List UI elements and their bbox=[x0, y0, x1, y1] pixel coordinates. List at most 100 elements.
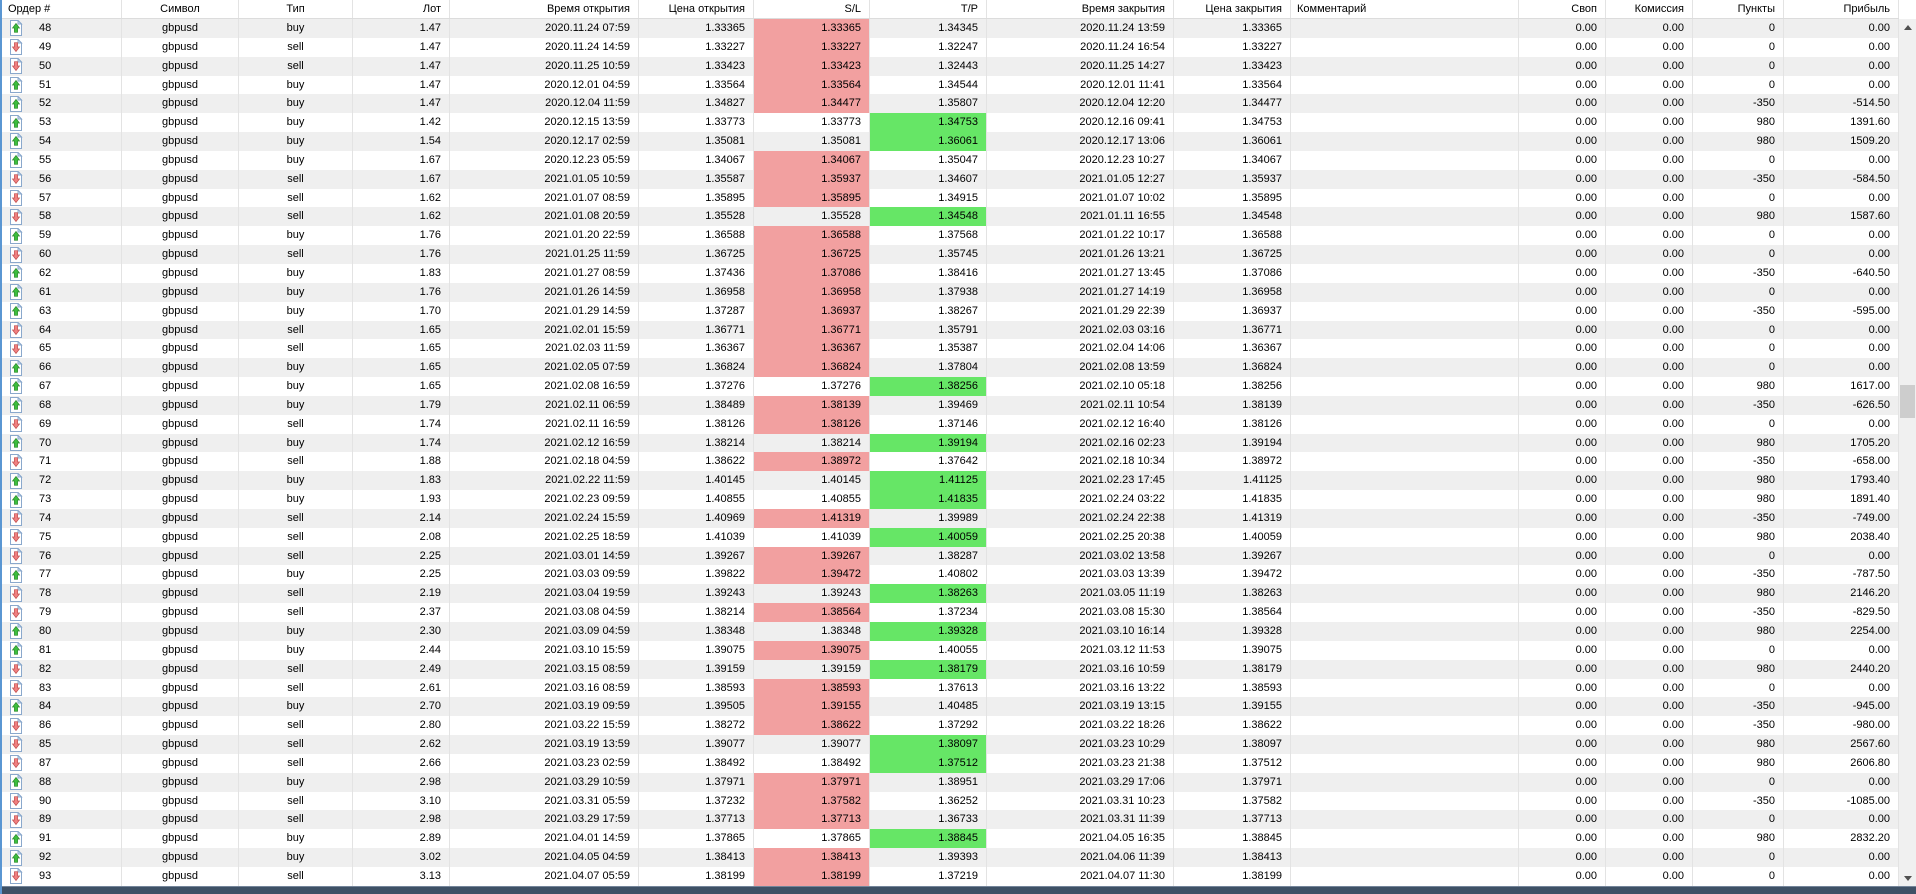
cell-tp: 1.37292 bbox=[870, 716, 987, 736]
table-row[interactable]: 75 gbpusd sell 2.08 2021.02.25 18:59 1.41039 1… bbox=[2, 527, 1899, 547]
cell-order: 49 bbox=[2, 37, 122, 57]
table-row[interactable]: 71 gbpusd sell 1.88 2021.02.18 04:59 1.38622 1… bbox=[2, 452, 1899, 472]
table-row[interactable]: 59 gbpusd buy 1.76 2021.01.20 22:59 1.36588 1.… bbox=[2, 226, 1899, 246]
header-cell-sl[interactable]: S/L bbox=[754, 0, 870, 18]
cell-tp: 1.32443 bbox=[870, 56, 987, 76]
cell-commission: 0.00 bbox=[1606, 603, 1693, 622]
header-cell-type[interactable]: Тип bbox=[239, 0, 353, 18]
table-row[interactable]: 84 gbpusd buy 2.70 2021.03.19 09:59 1.39505 1.… bbox=[2, 697, 1899, 717]
cell-close_time: 2021.03.05 11:19 bbox=[987, 584, 1174, 604]
cell-sl: 1.35528 bbox=[754, 207, 870, 227]
header-cell-comment[interactable]: Комментарий bbox=[1291, 0, 1519, 18]
cell-open_time: 2021.04.05 04:59 bbox=[450, 848, 639, 867]
table-row[interactable]: 54 gbpusd buy 1.54 2020.12.17 02:59 1.35081 1.… bbox=[2, 132, 1899, 151]
table-row[interactable]: 81 gbpusd buy 2.44 2021.03.10 15:59 1.39075 1.… bbox=[2, 640, 1899, 660]
cell-profit: 1891.40 bbox=[1784, 490, 1899, 509]
table-row[interactable]: 89 gbpusd sell 2.98 2021.03.29 17:59 1.37713 1… bbox=[2, 810, 1899, 830]
table-row[interactable]: 55 gbpusd buy 1.67 2020.12.23 05:59 1.34067 1.… bbox=[2, 150, 1899, 170]
table-row[interactable]: 62 gbpusd buy 1.83 2021.01.27 08:59 1.37436 1.… bbox=[2, 263, 1899, 283]
cell-open_time: 2021.03.04 19:59 bbox=[450, 584, 639, 604]
cell-swap: 0.00 bbox=[1519, 75, 1606, 95]
cell-swap: 0.00 bbox=[1519, 358, 1606, 378]
table-row[interactable]: 87 gbpusd sell 2.66 2021.03.23 02:59 1.38492 1… bbox=[2, 753, 1899, 773]
table-row[interactable]: 63 gbpusd buy 1.70 2021.01.29 14:59 1.37287 1.… bbox=[2, 301, 1899, 321]
table-row[interactable]: 57 gbpusd sell 1.62 2021.01.07 08:59 1.35895 1… bbox=[2, 188, 1899, 208]
cell-open_time: 2021.01.07 08:59 bbox=[450, 188, 639, 208]
cell-sl: 1.33227 bbox=[754, 37, 870, 57]
cell-swap: 0.00 bbox=[1519, 94, 1606, 114]
table-row[interactable]: 93 gbpusd sell 3.13 2021.04.07 05:59 1.38199 1… bbox=[2, 866, 1899, 886]
table-row[interactable]: 50 gbpusd sell 1.47 2020.11.25 10:59 1.33423 1… bbox=[2, 56, 1899, 76]
table-row[interactable]: 64 gbpusd sell 1.65 2021.02.01 15:59 1.36771 1… bbox=[2, 320, 1899, 340]
cell-swap: 0.00 bbox=[1519, 56, 1606, 76]
cell-comment bbox=[1291, 622, 1519, 641]
header-cell-points[interactable]: Пункты bbox=[1693, 0, 1784, 18]
table-row[interactable]: 73 gbpusd buy 1.93 2021.02.23 09:59 1.40855 1.… bbox=[2, 490, 1899, 509]
table-row[interactable]: 65 gbpusd sell 1.65 2021.02.03 11:59 1.36367 1… bbox=[2, 339, 1899, 359]
vertical-scrollbar[interactable] bbox=[1899, 0, 1916, 886]
header-cell-order[interactable]: Ордер # bbox=[2, 0, 122, 18]
table-row[interactable]: 77 gbpusd buy 2.25 2021.03.03 09:59 1.39822 1.… bbox=[2, 565, 1899, 585]
header-cell-close_price[interactable]: Цена закрытия bbox=[1174, 0, 1291, 18]
table-row[interactable]: 82 gbpusd sell 2.49 2021.03.15 08:59 1.39159 1… bbox=[2, 659, 1899, 679]
table-row[interactable]: 66 gbpusd buy 1.65 2021.02.05 07:59 1.36824 1.… bbox=[2, 358, 1899, 378]
table-row[interactable]: 70 gbpusd buy 1.74 2021.02.12 16:59 1.38214 1.… bbox=[2, 433, 1899, 453]
table-row[interactable]: 51 gbpusd buy 1.47 2020.12.01 04:59 1.33564 1.… bbox=[2, 75, 1899, 95]
table-row[interactable]: 61 gbpusd buy 1.76 2021.01.26 14:59 1.36958 1.… bbox=[2, 282, 1899, 302]
table-row[interactable]: 88 gbpusd buy 2.98 2021.03.29 10:59 1.37971 1.… bbox=[2, 772, 1899, 792]
table-row[interactable]: 52 gbpusd buy 1.47 2020.12.04 11:59 1.34827 1.… bbox=[2, 94, 1899, 114]
cell-open_time: 2021.03.15 08:59 bbox=[450, 659, 639, 679]
header-cell-lot[interactable]: Лот bbox=[353, 0, 450, 18]
header-cell-open_price[interactable]: Цена открытия bbox=[639, 0, 754, 18]
cell-open_price: 1.36824 bbox=[639, 358, 754, 378]
table-row[interactable]: 49 gbpusd sell 1.47 2020.11.24 14:59 1.33227 1… bbox=[2, 37, 1899, 57]
scrollbar-thumb[interactable] bbox=[1900, 385, 1915, 418]
header-cell-close_time[interactable]: Время закрытия bbox=[987, 0, 1174, 18]
header-cell-swap[interactable]: Своп bbox=[1519, 0, 1606, 18]
cell-open_price: 1.33773 bbox=[639, 113, 754, 133]
table-row[interactable]: 92 gbpusd buy 3.02 2021.04.05 04:59 1.38413 1.… bbox=[2, 848, 1899, 867]
header-cell-profit[interactable]: Прибыль bbox=[1784, 0, 1899, 18]
header-cell-symbol[interactable]: Символ bbox=[122, 0, 239, 18]
cell-points: 0 bbox=[1693, 188, 1784, 208]
cell-points: 0 bbox=[1693, 56, 1784, 76]
table-row[interactable]: 90 gbpusd sell 3.10 2021.03.31 05:59 1.37232 1… bbox=[2, 791, 1899, 811]
table-row[interactable]: 58 gbpusd sell 1.62 2021.01.08 20:59 1.35528 1… bbox=[2, 207, 1899, 227]
cell-sl: 1.39075 bbox=[754, 640, 870, 660]
cell-lot: 1.67 bbox=[353, 169, 450, 189]
table-row[interactable]: 74 gbpusd sell 2.14 2021.02.24 15:59 1.40969 1… bbox=[2, 508, 1899, 528]
scroll-up-button[interactable] bbox=[1899, 19, 1916, 35]
table-row[interactable]: 56 gbpusd sell 1.67 2021.01.05 10:59 1.35587 1… bbox=[2, 169, 1899, 189]
cell-points: 0 bbox=[1693, 414, 1784, 434]
table-row[interactable]: 78 gbpusd sell 2.19 2021.03.04 19:59 1.39243 1… bbox=[2, 584, 1899, 604]
table-row[interactable]: 69 gbpusd sell 1.74 2021.02.11 16:59 1.38126 1… bbox=[2, 414, 1899, 434]
cell-symbol: gbpusd bbox=[122, 622, 239, 641]
cell-sl: 1.39159 bbox=[754, 659, 870, 679]
scroll-down-button[interactable] bbox=[1899, 870, 1916, 886]
table-row[interactable]: 48 gbpusd buy 1.47 2020.11.24 07:59 1.33365 1.… bbox=[2, 19, 1899, 38]
table-row[interactable]: 72 gbpusd buy 1.83 2021.02.22 11:59 1.40145 1.… bbox=[2, 471, 1899, 491]
scrollbar-track[interactable] bbox=[1899, 35, 1916, 870]
table-row[interactable]: 76 gbpusd sell 2.25 2021.03.01 14:59 1.39267 1… bbox=[2, 546, 1899, 566]
table-row[interactable]: 53 gbpusd buy 1.42 2020.12.15 13:59 1.33773 1.… bbox=[2, 113, 1899, 133]
table-row[interactable]: 79 gbpusd sell 2.37 2021.03.08 04:59 1.38214 1… bbox=[2, 603, 1899, 622]
table-row[interactable]: 80 gbpusd buy 2.30 2021.03.09 04:59 1.38348 1.… bbox=[2, 622, 1899, 641]
cell-commission: 0.00 bbox=[1606, 829, 1693, 849]
sell-order-document-down-arrow-icon bbox=[9, 679, 23, 696]
cell-comment bbox=[1291, 866, 1519, 886]
cell-close_price: 1.39194 bbox=[1174, 433, 1291, 453]
table-row[interactable]: 68 gbpusd buy 1.79 2021.02.11 06:59 1.38489 1.… bbox=[2, 395, 1899, 415]
table-row[interactable]: 85 gbpusd sell 2.62 2021.03.19 13:59 1.39077 1… bbox=[2, 735, 1899, 754]
header-cell-tp[interactable]: T/P bbox=[870, 0, 987, 18]
table-row[interactable]: 67 gbpusd buy 1.65 2021.02.08 16:59 1.37276 1.… bbox=[2, 377, 1899, 396]
table-row[interactable]: 91 gbpusd buy 2.89 2021.04.01 14:59 1.37865 1.… bbox=[2, 829, 1899, 849]
cell-lot: 1.76 bbox=[353, 245, 450, 264]
header-cell-open_time[interactable]: Время открытия bbox=[450, 0, 639, 18]
cell-comment bbox=[1291, 414, 1519, 434]
table-row[interactable]: 83 gbpusd sell 2.61 2021.03.16 08:59 1.38593 1… bbox=[2, 678, 1899, 698]
table-row[interactable]: 86 gbpusd sell 2.80 2021.03.22 15:59 1.38272 1… bbox=[2, 716, 1899, 736]
table-row[interactable]: 60 gbpusd sell 1.76 2021.01.25 11:59 1.36725 1… bbox=[2, 245, 1899, 264]
header-cell-commission[interactable]: Комиссия bbox=[1606, 0, 1693, 18]
cell-type: sell bbox=[239, 810, 353, 830]
cell-comment bbox=[1291, 848, 1519, 867]
